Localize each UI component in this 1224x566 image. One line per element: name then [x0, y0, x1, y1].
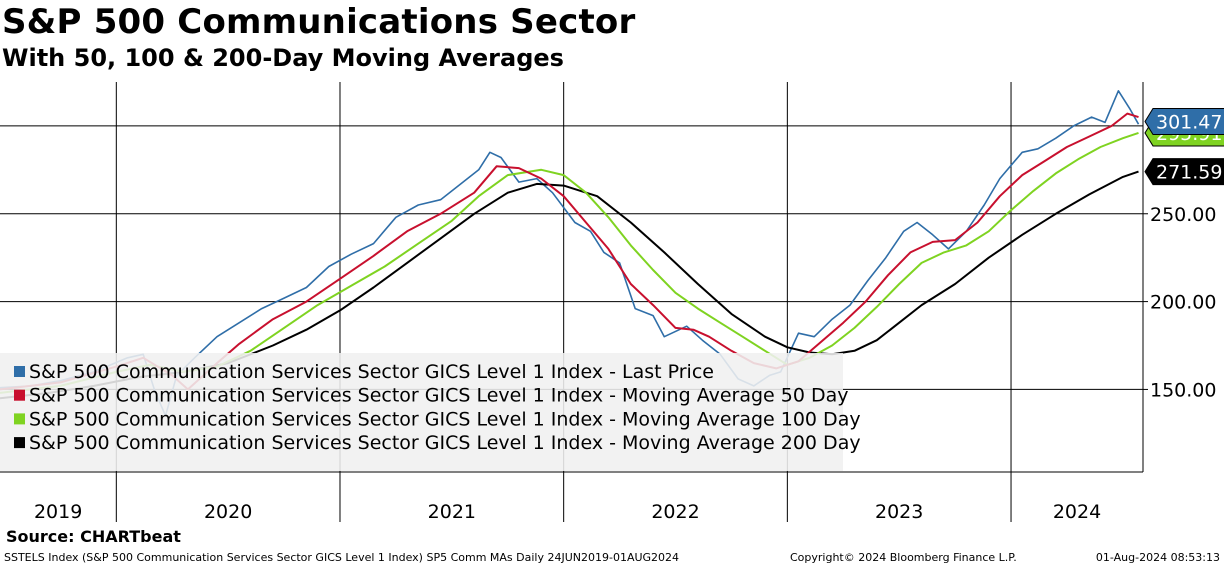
x-tick-label: 2020: [204, 501, 252, 523]
footer-copyright: Copyright© 2024 Bloomberg Finance L.P.: [790, 551, 1017, 564]
series-line-0: [0, 90, 1140, 417]
series-line-2: [0, 131, 1139, 394]
chart-title: S&P 500 Communications Sector: [2, 2, 636, 42]
x-tick-label: 2019: [34, 501, 82, 523]
x-tick-label: 2023: [875, 501, 923, 523]
badge-ma200: 271.59: [1156, 162, 1222, 184]
badge-last-price: 301.47: [1156, 112, 1222, 134]
y-tick-label: 250.00: [1150, 204, 1216, 226]
chart-subtitle: With 50, 100 & 200-Day Moving Averages: [2, 44, 564, 72]
x-tick-label: 2021: [428, 501, 476, 523]
x-tick-label: 2022: [651, 501, 699, 523]
legend-swatch: [14, 366, 25, 377]
chart-source: Source: CHARTbeat: [6, 527, 181, 546]
legend-entry: S&P 500 Communication Services Sector GI…: [29, 432, 861, 454]
legend-entry: S&P 500 Communication Services Sector GI…: [29, 385, 849, 407]
series-line-1: [0, 112, 1139, 391]
legend-entry: S&P 500 Communication Services Sector GI…: [29, 408, 861, 430]
legend-swatch: [14, 437, 25, 449]
legend-swatch: [14, 389, 25, 401]
x-tick-label: 2024: [1053, 501, 1101, 523]
y-tick-label: 200.00: [1150, 292, 1216, 314]
badge-last-price-bg: [1144, 108, 1224, 136]
footer-timestamp: 01-Aug-2024 08:53:13: [1095, 551, 1220, 564]
legend-entry: S&P 500 Communication Services Sector GI…: [29, 361, 714, 383]
footer-description: SSTELS Index (S&P 500 Communication Serv…: [4, 551, 680, 564]
y-tick-label: 150.00: [1150, 379, 1216, 401]
badge-ma200-bg: [1144, 158, 1224, 186]
legend-swatch: [14, 413, 25, 425]
series-line-3: [0, 170, 1139, 400]
legend-box: [0, 353, 843, 471]
